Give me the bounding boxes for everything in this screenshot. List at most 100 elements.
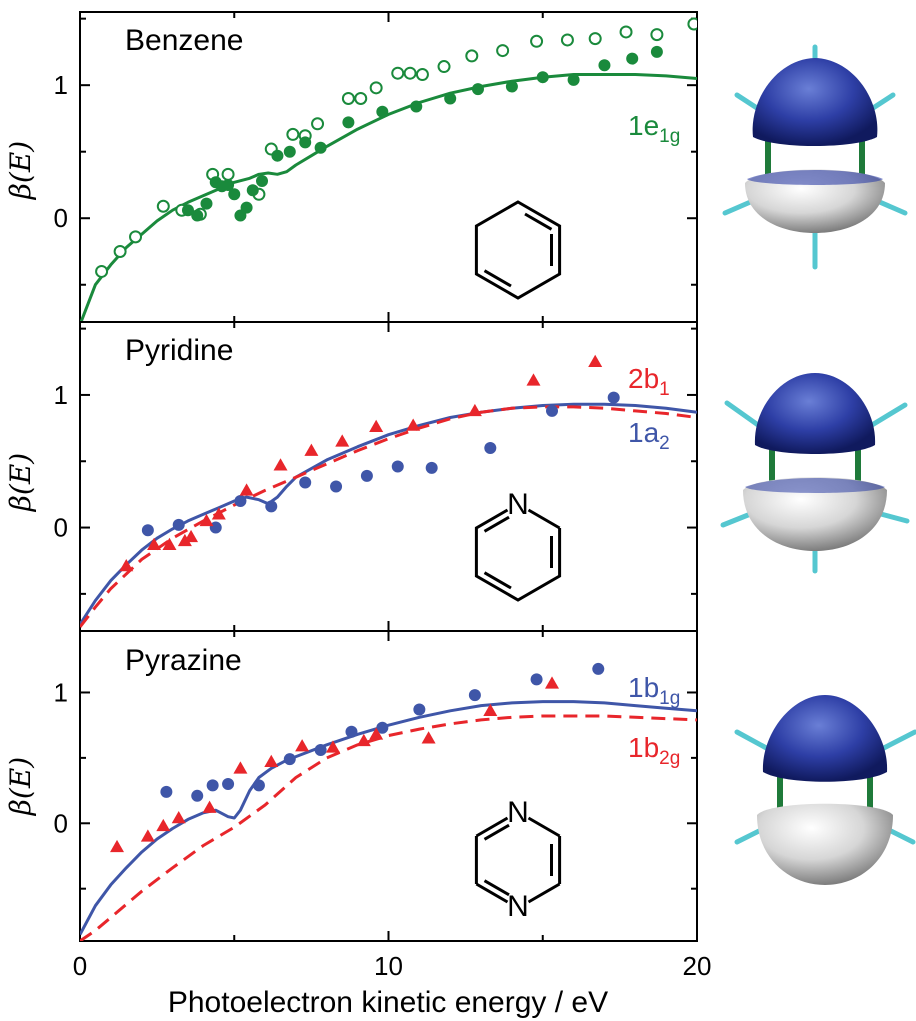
data-point [530,34,544,48]
data-point [437,60,451,74]
data-point [341,91,355,105]
data-point [369,419,384,433]
nitrogen-atom-label-bottom: N [507,890,529,923]
data-point [265,500,278,513]
data-point [233,761,248,774]
data-point [687,17,697,31]
data-point [252,779,265,792]
data-point [228,188,241,201]
data-point [191,789,204,802]
data-point [177,533,192,547]
orbital-image-benzene [722,44,908,270]
panel-title: Pyrazine [125,644,242,677]
y-axis-label: β(E) [4,453,37,512]
data-point [199,513,214,527]
data-point [588,32,602,46]
data-point [283,145,296,158]
data-point [211,507,226,520]
data-point [140,829,155,842]
data-point [239,483,254,496]
data-point [246,184,259,197]
data-point [403,66,417,80]
data-point [191,209,204,222]
series-line [80,714,697,941]
data-point [222,778,235,791]
data-point [147,537,162,551]
data-point [650,45,663,58]
pyrazine-structure: N N [474,796,562,923]
data-point [545,676,560,689]
pyrazine-plot-area: 01 [54,631,698,941]
series-layer [80,354,697,628]
series-layer [80,662,697,941]
y-tick-label: 0 [54,808,68,838]
panel-title: Pyridine [125,334,233,367]
data-point [283,753,296,766]
panel-benzene: 01 Benzene 1e1g β(E) [4,11,698,323]
data-point [444,92,457,105]
series-label-2b1: 2b1 [628,363,670,400]
data-point [156,199,170,213]
nitrogen-atom-label: N [507,488,529,521]
y-tick-label: 0 [54,203,68,233]
data-point [304,443,319,456]
y-tick-label: 1 [54,380,68,410]
data-point [546,404,559,417]
panel-frame [79,321,698,632]
data-point [95,264,109,278]
data-point [465,49,479,63]
series-label-1e1g: 1e1g [628,110,680,147]
data-point [342,116,355,129]
data-point [110,839,125,853]
series-label-1b1g: 1b1g [628,672,680,709]
data-point [335,434,350,447]
data-point [496,44,510,58]
data-point [369,727,384,740]
data-point [468,689,481,702]
data-point [369,81,383,95]
data-point [200,197,213,210]
data-point [172,518,185,531]
pyridine-structure: N [474,488,562,602]
data-point [376,105,389,118]
panel-frame [79,11,698,323]
data-point [588,354,603,368]
series-layer [80,17,697,322]
x-tick-label: 0 [73,951,87,981]
data-point [526,373,541,386]
data-point [360,469,373,482]
data-point [413,703,426,716]
x-axis-label: Photoelectron kinetic energy / eV [168,986,608,1019]
data-point [325,740,340,753]
data-point [415,68,429,82]
x-tick-label: 10 [374,951,403,981]
data-point [376,721,389,734]
benzene-structure [474,200,562,300]
data-point [356,733,371,747]
data-point [560,33,574,47]
pyridine-plot-area: 01 [54,322,698,631]
series-line [80,73,697,322]
data-point [314,141,327,154]
data-point [162,537,177,551]
data-point [406,418,421,431]
data-point [256,174,269,187]
data-point [286,127,300,141]
data-point [221,167,235,181]
data-point [530,673,543,686]
data-point [295,739,310,752]
data-point [345,725,358,738]
data-point [421,731,436,744]
y-tick-label: 1 [54,677,68,707]
data-point [471,83,484,96]
y-tick-label: 1 [54,70,68,100]
data-point [206,779,219,792]
data-point [626,52,639,65]
panel-pyrazine: 01 Pyrazine 1b1g 1b2g N N β(E) [4,630,698,942]
data-point [354,91,368,105]
series-label-1b2g: 1b2g [628,732,680,769]
data-point [299,136,312,149]
data-point [113,244,127,258]
series-line [80,405,697,628]
data-point [391,66,405,80]
